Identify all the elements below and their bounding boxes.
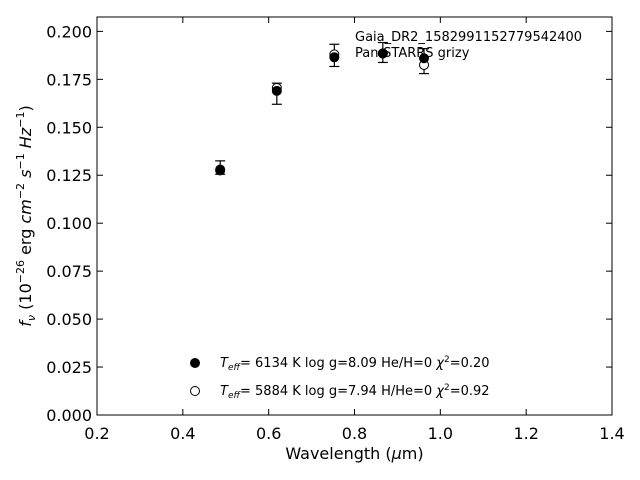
y-tick-label: 0.025 <box>46 358 92 377</box>
model-point-filled <box>377 48 388 59</box>
y-tick-label: 0.125 <box>46 166 92 185</box>
model-point-filled <box>329 52 340 63</box>
annotation-object-id: Gaia_DR2_1582991152779542400 <box>355 30 582 45</box>
x-tick-label: 0.2 <box>84 424 109 443</box>
x-tick-label: 1.2 <box>513 424 538 443</box>
axis-ticks: 0.2 0.4 0.6 0.8 1.0 1.2 1.4 0.000 0.025 0.050 0.07… <box>46 17 625 443</box>
y-tick-label: 0.000 <box>46 406 92 425</box>
y-axis-label: fν (10−26 erg cm−2 s−1 Hz−1) <box>14 105 38 326</box>
x-tick-label: 0.8 <box>342 424 367 443</box>
model-point-filled <box>215 164 226 175</box>
model-point-filled <box>419 53 430 64</box>
y-tick-label: 0.100 <box>46 214 92 233</box>
legend-marker-filled <box>190 358 200 368</box>
data-marks <box>215 41 430 176</box>
y-tick-label: 0.150 <box>46 118 92 137</box>
legend-entry-filled: Teff= 6134 K log g=8.09 He/H=0 χ2=0.20 <box>220 355 490 373</box>
annotation-survey: Pan-STARRS grizy <box>355 46 470 61</box>
x-tick-label: 0.6 <box>256 424 281 443</box>
legend: Teff= 6134 K log g=8.09 He/H=0 χ2=0.20 T… <box>190 355 490 401</box>
legend-entry-open: Teff= 5884 K log g=7.94 H/He=0 χ2=0.92 <box>220 383 490 401</box>
x-tick-label: 0.4 <box>170 424 195 443</box>
y-tick-label: 0.200 <box>46 22 92 41</box>
legend-marker-open <box>190 386 200 396</box>
y-tick-label: 0.075 <box>46 262 92 281</box>
y-tick-label: 0.050 <box>46 310 92 329</box>
y-tick-label: 0.175 <box>46 70 92 89</box>
model-point-filled <box>271 85 282 96</box>
x-tick-label: 1.0 <box>428 424 453 443</box>
x-tick-label: 1.4 <box>599 424 624 443</box>
x-axis-label: Wavelength (μm) <box>285 444 423 463</box>
